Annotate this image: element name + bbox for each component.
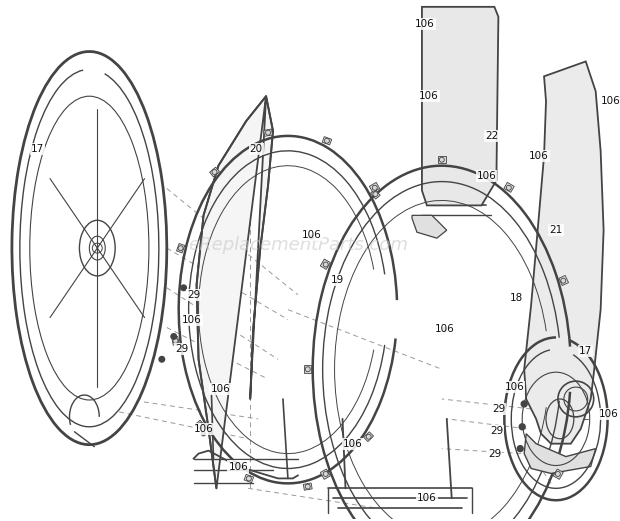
Circle shape [519, 424, 525, 430]
Text: 29: 29 [490, 426, 503, 436]
Polygon shape [364, 432, 374, 442]
Polygon shape [524, 434, 596, 474]
Polygon shape [197, 96, 273, 488]
Text: 106: 106 [211, 384, 230, 394]
Text: 106: 106 [415, 19, 435, 29]
Text: 29: 29 [488, 449, 501, 458]
Text: 106: 106 [505, 382, 524, 392]
Circle shape [218, 387, 223, 391]
Text: 29: 29 [187, 290, 200, 300]
Circle shape [517, 445, 523, 452]
Polygon shape [438, 156, 446, 163]
Text: 106: 106 [599, 409, 619, 419]
Polygon shape [504, 182, 514, 192]
Polygon shape [370, 182, 379, 192]
Polygon shape [321, 259, 330, 269]
Polygon shape [244, 474, 254, 482]
Polygon shape [196, 420, 205, 430]
Circle shape [512, 385, 516, 389]
Text: 21: 21 [549, 225, 562, 235]
Polygon shape [553, 469, 564, 479]
Text: 17: 17 [579, 346, 592, 356]
Text: 106: 106 [193, 424, 213, 434]
Text: 106: 106 [417, 493, 436, 503]
Polygon shape [559, 276, 569, 286]
Circle shape [159, 356, 164, 362]
Text: 106: 106 [529, 151, 549, 161]
Circle shape [310, 235, 314, 239]
Text: 29: 29 [175, 344, 188, 354]
Text: 18: 18 [510, 293, 523, 303]
Text: 19: 19 [331, 275, 344, 285]
Polygon shape [303, 483, 312, 490]
Polygon shape [210, 167, 219, 177]
Circle shape [443, 328, 447, 331]
Circle shape [521, 401, 527, 407]
Polygon shape [264, 129, 273, 137]
Polygon shape [321, 469, 330, 479]
Circle shape [171, 333, 177, 339]
Text: 106: 106 [419, 91, 439, 101]
Circle shape [181, 285, 187, 291]
Circle shape [534, 154, 538, 158]
Polygon shape [524, 61, 604, 444]
Text: 106: 106 [601, 96, 620, 106]
Text: 106: 106 [435, 325, 454, 334]
Polygon shape [304, 365, 311, 373]
Polygon shape [172, 337, 179, 345]
Circle shape [350, 442, 353, 445]
Text: 20: 20 [250, 144, 263, 154]
Text: eReplacementParts.com: eReplacementParts.com [188, 236, 408, 254]
Text: 29: 29 [492, 404, 505, 414]
Text: 17: 17 [31, 144, 45, 154]
Circle shape [423, 497, 427, 500]
Circle shape [236, 465, 241, 468]
Polygon shape [371, 189, 380, 199]
Polygon shape [422, 7, 498, 205]
Text: 106: 106 [343, 439, 362, 449]
Text: 106: 106 [182, 315, 202, 325]
Text: 22: 22 [485, 131, 498, 141]
Polygon shape [322, 137, 332, 145]
Text: 106: 106 [228, 462, 248, 472]
Circle shape [484, 173, 489, 178]
Circle shape [202, 432, 205, 436]
Polygon shape [177, 243, 185, 253]
Polygon shape [412, 215, 447, 238]
Text: 106: 106 [477, 170, 497, 181]
Text: 106: 106 [302, 230, 322, 240]
